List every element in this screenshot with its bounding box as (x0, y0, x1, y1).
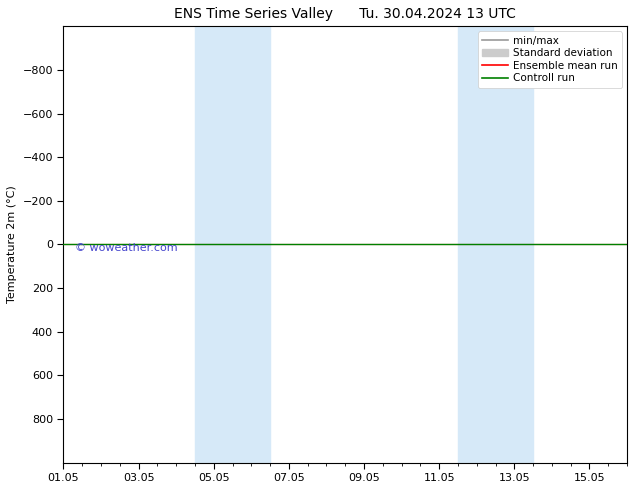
Legend: min/max, Standard deviation, Ensemble mean run, Controll run: min/max, Standard deviation, Ensemble me… (477, 31, 622, 88)
Bar (496, 26, 533, 463)
Y-axis label: Temperature 2m (°C): Temperature 2m (°C) (7, 186, 17, 303)
Bar (195, 26, 233, 463)
Bar (458, 26, 496, 463)
Bar (233, 26, 270, 463)
Text: © woweather.com: © woweather.com (75, 243, 178, 253)
Title: ENS Time Series Valley      Tu. 30.04.2024 13 UTC: ENS Time Series Valley Tu. 30.04.2024 13… (174, 7, 516, 21)
